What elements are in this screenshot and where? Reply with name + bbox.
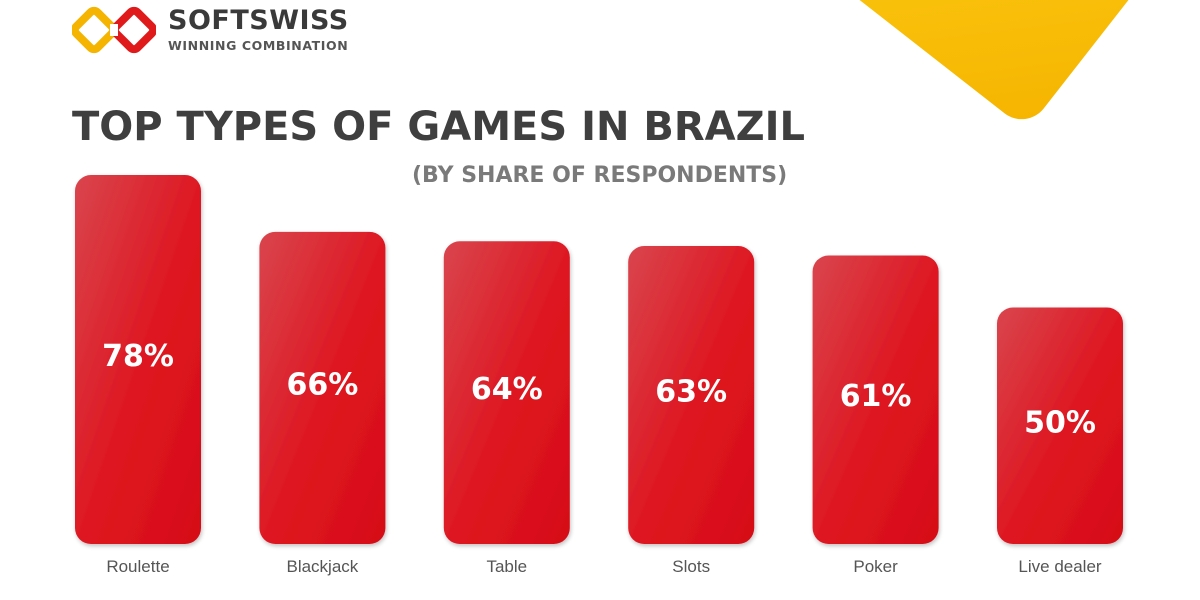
bar-blackjack <box>259 231 386 544</box>
category-label: Poker <box>853 557 898 576</box>
bar-value-label: 78% <box>102 339 174 374</box>
page-subtitle: (BY SHARE OF RESPONDENTS) <box>412 163 788 188</box>
brand-name: SOFTSWISS <box>168 5 349 36</box>
bar-live-dealer <box>997 307 1123 544</box>
bar-value-label: 61% <box>840 379 912 414</box>
page-title: TOP TYPES OF GAMES IN BRAZIL <box>72 104 805 150</box>
category-label: Slots <box>672 557 710 576</box>
bar-value-label: 64% <box>471 372 543 407</box>
bar-value-label: 63% <box>655 375 727 410</box>
bar-table <box>443 241 570 544</box>
bar-slots <box>628 246 755 544</box>
bar-roulette <box>75 175 201 544</box>
category-label: Table <box>486 557 527 576</box>
category-label: Live dealer <box>1018 557 1102 576</box>
bar-poker <box>812 255 939 544</box>
category-label: Blackjack <box>286 557 358 576</box>
bar-value-label: 50% <box>1024 405 1096 440</box>
logo-mark-icon <box>72 6 156 54</box>
softswiss-logo: SOFTSWISS WINNING COMBINATION <box>72 4 349 56</box>
bar-value-label: 66% <box>286 367 358 402</box>
brand-tagline: WINNING COMBINATION <box>168 38 349 53</box>
category-label: Roulette <box>106 557 169 576</box>
